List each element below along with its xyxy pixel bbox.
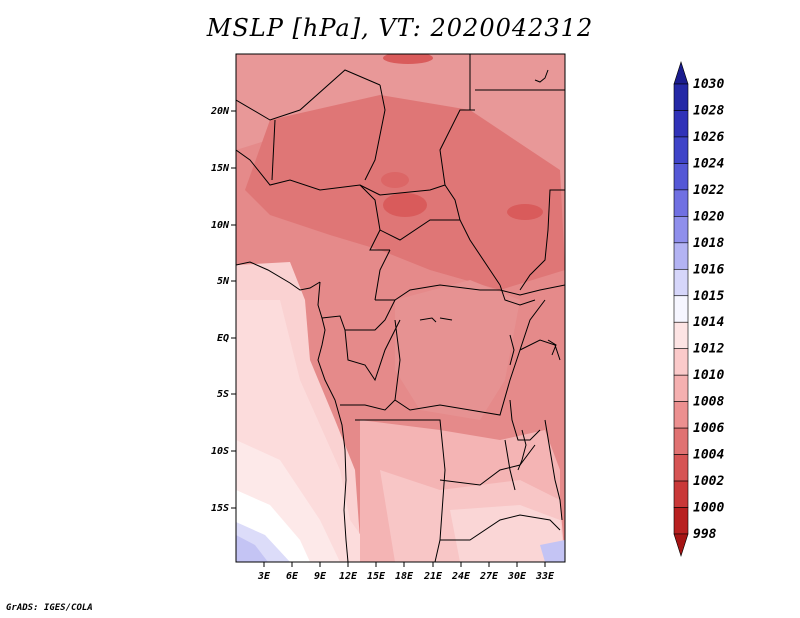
colorbar-swatch (673, 242, 689, 270)
colorbar-swatch (673, 480, 689, 508)
lon-label: 27E (479, 571, 499, 582)
colorbar-swatch (673, 163, 689, 191)
colorbar-label: 998 (693, 527, 717, 542)
colorbar-label: 1015 (693, 289, 724, 304)
lat-label: 5S (217, 389, 229, 400)
country-borders (236, 54, 565, 562)
colorbar-label: 1000 (693, 501, 724, 516)
lon-label: 3E (257, 571, 271, 582)
colorbar-label: 1026 (693, 130, 724, 145)
lon-label: 18E (395, 571, 414, 582)
lon-label: 15E (367, 571, 386, 582)
colorbar-label: 1006 (693, 421, 724, 436)
lat-label: 20N (210, 106, 230, 117)
colorbar-swatch (673, 507, 689, 535)
colorbar-label: 1010 (693, 368, 724, 383)
lat-label: 15S (211, 503, 229, 514)
colorbar-label: 1020 (693, 209, 724, 224)
colorbar-swatch (673, 110, 689, 138)
colorbar-swatch (673, 61, 689, 85)
lon-label: 12E (339, 571, 358, 582)
colorbar-label: 1014 (693, 315, 724, 330)
lon-label: 33E (535, 571, 555, 582)
colorbar-label: 1024 (693, 156, 724, 171)
colorbar-label: 1022 (693, 183, 724, 198)
map-title: MSLP [hPa], VT: 2020042312 (206, 14, 594, 42)
colorbar-swatch (673, 189, 689, 217)
colorbar-swatch (673, 374, 689, 402)
colorbar-swatch (673, 216, 689, 244)
colorbar-swatch (673, 533, 689, 557)
lon-label: 30E (507, 571, 527, 582)
colorbar-label: 1012 (693, 342, 724, 357)
colorbar-label: 1030 (693, 77, 724, 92)
map-frame (235, 53, 566, 563)
colorbar-label: 1008 (693, 395, 724, 410)
colorbar-label: 1016 (693, 262, 724, 277)
lon-label: 24E (451, 571, 471, 582)
footer-credit: GrADS: IGES/COLA (6, 603, 93, 613)
colorbar-label: 1004 (693, 448, 724, 463)
colorbar-swatch (673, 427, 689, 455)
colorbar: 1030 1028 1026 1024 1022 1020 1018 1016 1015 1014… (673, 61, 724, 557)
lat-label: EQ (217, 333, 229, 344)
colorbar-label: 1002 (693, 474, 724, 489)
colorbar-label: 1018 (693, 236, 724, 251)
longitude-axis: 3E 6E 9E 12E 15E 18E 21E 24E 27E 30E 33E (257, 562, 555, 582)
lat-label: 10S (211, 446, 229, 457)
colorbar-label: 1028 (693, 103, 724, 118)
colorbar-swatch (673, 454, 689, 482)
colorbar-swatch (673, 321, 689, 350)
colorbar-swatch (673, 83, 689, 111)
colorbar-swatch (673, 401, 689, 429)
lon-label: 6E (286, 571, 299, 582)
colorbar-swatch (673, 348, 689, 376)
lakes (419, 317, 557, 471)
lat-label: 5N (217, 276, 230, 287)
colorbar-swatch (673, 268, 689, 297)
latitude-axis: 20N 15N 10N 5N EQ 5S 10S 15S (210, 106, 236, 514)
pressure-field (236, 54, 565, 562)
colorbar-swatch (673, 136, 689, 164)
lat-label: 10N (211, 220, 230, 231)
lat-label: 15N (211, 163, 230, 174)
colorbar-swatch (673, 295, 689, 323)
lon-label: 21E (423, 571, 443, 582)
lon-label: 9E (314, 571, 327, 582)
